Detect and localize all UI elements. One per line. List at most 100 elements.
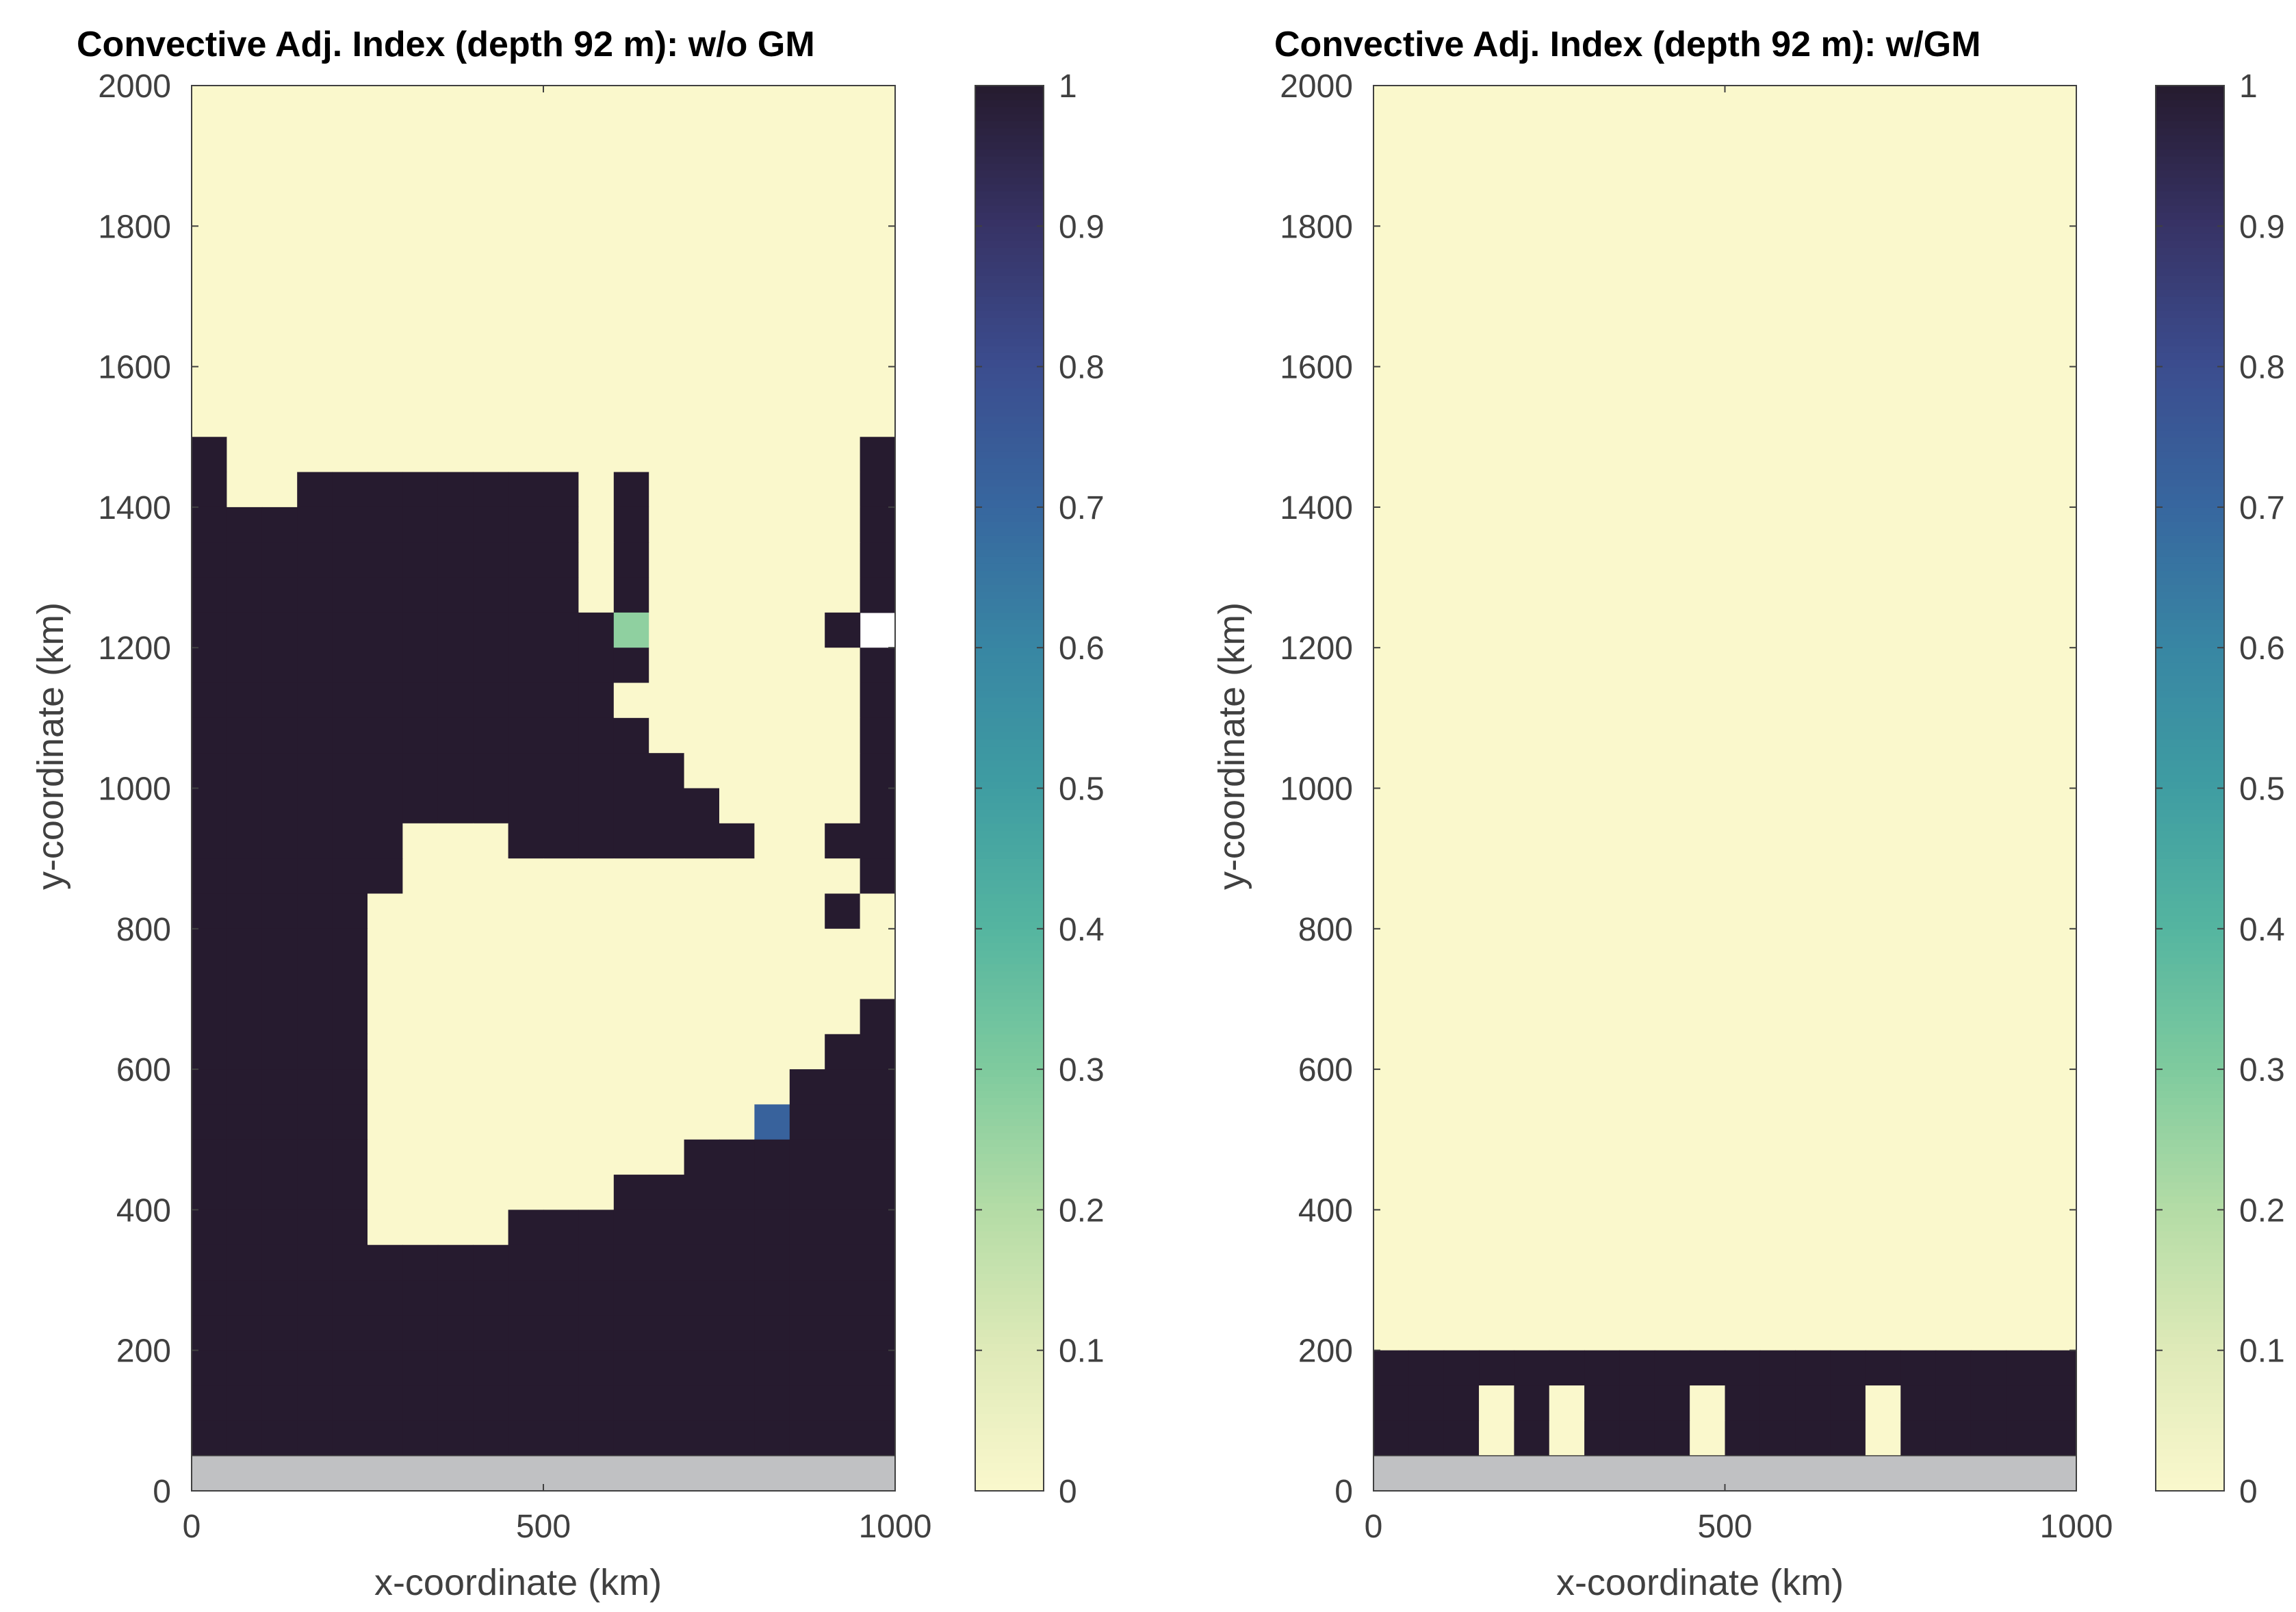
heatmap-cell	[1900, 682, 1937, 719]
heatmap-cell	[1900, 1315, 1937, 1351]
heatmap-cell	[261, 788, 298, 824]
colorbar-segment	[975, 992, 1044, 1000]
heatmap-cell	[261, 1034, 298, 1070]
colorbar-segment	[2156, 1357, 2224, 1366]
heatmap-cell	[1619, 893, 1655, 930]
heatmap-cell	[825, 472, 861, 508]
heatmap-cell	[1830, 437, 1866, 473]
y-tick-label: 0	[153, 1474, 171, 1510]
heatmap-cell	[227, 437, 263, 473]
heatmap-cell	[1795, 1350, 1831, 1386]
heatmap-cell	[437, 1385, 474, 1421]
heatmap-cell	[754, 1315, 790, 1351]
heatmap-cell	[1935, 366, 1972, 402]
heatmap-cell	[227, 366, 263, 402]
colorbar-segment	[2156, 711, 2224, 719]
heatmap-cell	[1795, 788, 1831, 824]
colorbar-segment	[2156, 359, 2224, 368]
heatmap-cell	[1584, 1034, 1621, 1070]
heatmap-cell	[789, 472, 825, 508]
heatmap-cell	[684, 1034, 720, 1070]
y-tick-label: 600	[1298, 1052, 1353, 1088]
heatmap-cell	[1514, 190, 1550, 227]
colorbar-segment	[975, 521, 1044, 529]
heatmap-cell	[613, 682, 649, 719]
colorbar-segment	[975, 1470, 1044, 1478]
heatmap-cell	[297, 612, 333, 648]
heatmap-cell	[613, 577, 649, 613]
heatmap-cell	[437, 577, 474, 613]
heatmap-cell	[1479, 788, 1514, 824]
colorbar-segment	[2156, 598, 2224, 606]
heatmap-cell	[1865, 155, 1901, 192]
heatmap-cell	[1900, 366, 1937, 402]
colorbar-tick-label: 0.5	[1059, 771, 1105, 808]
colorbar-segment	[975, 535, 1044, 543]
heatmap-cell	[649, 155, 685, 192]
heatmap-cell	[1584, 1139, 1621, 1175]
colorbar-segment	[2156, 493, 2224, 501]
heatmap-cell	[1514, 226, 1550, 262]
heatmap-cell	[825, 577, 861, 613]
heatmap-cell	[367, 226, 403, 262]
colorbar-segment	[975, 394, 1044, 402]
heatmap-cell	[261, 120, 298, 157]
heatmap-cell	[1408, 1210, 1445, 1246]
heatmap-cell	[719, 1315, 755, 1351]
heatmap-cell	[719, 1139, 755, 1175]
colorbar-segment	[2156, 1223, 2224, 1231]
heatmap-cell	[1795, 1385, 1831, 1421]
heatmap-cell	[1584, 1244, 1621, 1281]
heatmap-cell	[332, 928, 368, 964]
heatmap-cell	[1619, 964, 1655, 1000]
heatmap-cell	[1725, 1069, 1761, 1105]
heatmap-cell	[473, 1385, 509, 1421]
heatmap-cell	[297, 1175, 333, 1210]
colorbar-segment	[975, 1223, 1044, 1231]
heatmap-cell	[684, 437, 720, 473]
colorbar-segment	[975, 767, 1044, 775]
heatmap-cell	[402, 366, 439, 402]
heatmap-cell	[1759, 999, 1796, 1035]
colorbar-segment	[2156, 591, 2224, 600]
heatmap-cell	[227, 893, 263, 930]
heatmap-cell	[1549, 1350, 1585, 1386]
colorbar-segment	[2156, 943, 2224, 951]
heatmap-cell	[719, 542, 755, 578]
heatmap-cell	[1549, 296, 1585, 332]
heatmap-cell	[1514, 1315, 1550, 1351]
heatmap-cell	[754, 964, 790, 1000]
colorbar-segment	[975, 760, 1044, 768]
heatmap-cell	[1619, 1280, 1655, 1316]
colorbar-segment	[975, 844, 1044, 852]
heatmap-cell	[649, 612, 685, 648]
heatmap-cell	[473, 858, 509, 895]
heatmap-cell	[1479, 331, 1514, 368]
heatmap-cell	[332, 788, 368, 824]
colorbar-segment	[975, 1076, 1044, 1084]
heatmap-cell	[719, 366, 755, 402]
heatmap-cell	[261, 366, 298, 402]
heatmap-cell	[1373, 928, 1409, 964]
heatmap-cell	[860, 261, 896, 297]
colorbar-segment	[975, 865, 1044, 873]
heatmap-cell	[1935, 542, 1972, 578]
heatmap-cell	[1970, 437, 2007, 473]
heatmap-cell	[437, 542, 474, 578]
heatmap-cell	[1443, 1350, 1480, 1386]
heatmap-cell	[1900, 155, 1937, 192]
heatmap-cell	[297, 577, 333, 613]
colorbar-segment	[2156, 1034, 2224, 1042]
heatmap-cell	[367, 717, 403, 754]
heatmap-cell	[2041, 507, 2077, 543]
colorbar-segment	[2156, 858, 2224, 867]
heatmap-cell	[1759, 1175, 1796, 1210]
heatmap-cell	[1584, 1280, 1621, 1316]
heatmap-cell	[649, 648, 685, 684]
heatmap-cell	[1479, 1210, 1514, 1246]
colorbar-segment	[2156, 162, 2224, 170]
heatmap-cell	[2041, 226, 2077, 262]
heatmap-cell	[1865, 858, 1901, 895]
heatmap-cell	[402, 648, 439, 684]
colorbar-segment	[975, 1160, 1044, 1168]
